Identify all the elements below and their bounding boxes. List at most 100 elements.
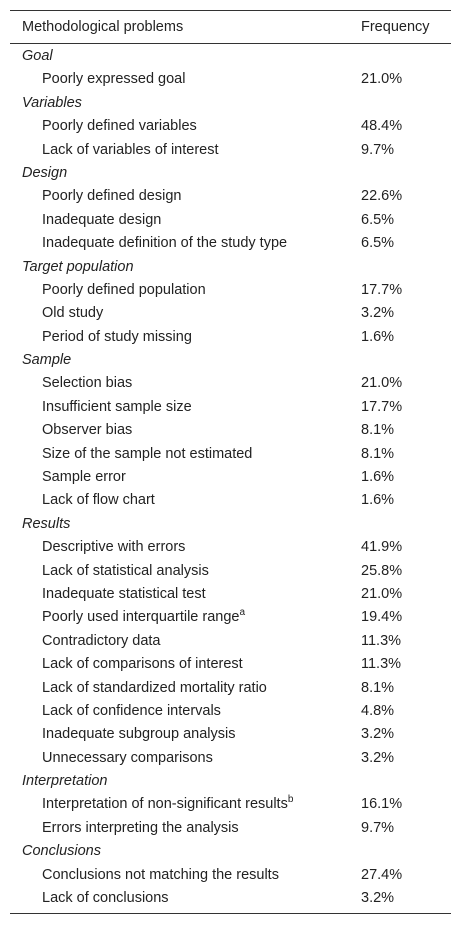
row-label-text: Poorly defined variables	[42, 118, 197, 135]
row-label: Selection bias	[42, 374, 132, 392]
row-label-text: Contradictory data	[42, 632, 161, 649]
frequency: 1.6%	[361, 492, 395, 509]
row-label-text: Inadequate design	[42, 211, 162, 228]
frequency: 8.1%	[361, 679, 395, 696]
frequency: 9.7%	[361, 819, 395, 836]
row-label: Poorly expressed goal	[42, 70, 185, 88]
row-label: Size of the sample not estimated	[42, 445, 252, 463]
row-label: Inadequate statistical test	[42, 585, 206, 603]
header-rule	[10, 43, 451, 44]
row-label-text: Lack of flow chart	[42, 492, 155, 509]
row-label-text: Lack of confidence intervals	[42, 702, 221, 719]
row-label: Lack of variables of interest	[42, 141, 219, 159]
row-label-text: Unnecessary comparisons	[42, 749, 213, 766]
frequency: 19.4%	[361, 609, 403, 626]
row-label: Inadequate definition of the study type	[42, 234, 287, 252]
group-label: Variables	[22, 94, 82, 111]
row-label: Poorly defined population	[42, 281, 206, 299]
frequency: 21.0%	[361, 375, 403, 392]
frequency: 27.4%	[361, 866, 403, 883]
row-label: Observer bias	[42, 421, 132, 439]
frequency: 3.2%	[361, 890, 395, 907]
row-label: Inadequate subgroup analysis	[42, 725, 235, 743]
group-label: Results	[22, 515, 71, 532]
row-label-text: Insufficient sample size	[42, 398, 192, 415]
group-label: Sample	[22, 352, 72, 369]
group-label: Design	[22, 164, 68, 181]
frequency: 17.7%	[361, 398, 403, 415]
footnote-mark: a	[239, 607, 246, 619]
row-label-text: Lack of variables of interest	[42, 141, 219, 158]
frequency: 22.6%	[361, 188, 403, 205]
frequency: 3.2%	[361, 305, 395, 322]
row-label: Errors interpreting the analysis	[42, 819, 239, 837]
row-label-text: Lack of comparisons of interest	[42, 656, 243, 673]
row-label-text: Lack of statistical analysis	[42, 562, 209, 579]
row-label: Old study	[42, 304, 103, 322]
row-label: Lack of conclusions	[42, 889, 169, 907]
row-label-text: Old study	[42, 305, 104, 322]
footnote-mark: b	[287, 794, 294, 806]
frequency: 6.5%	[361, 211, 395, 228]
row-label-text: Selection bias	[42, 375, 133, 392]
top-rule	[10, 10, 451, 11]
frequency: 11.3%	[361, 632, 402, 649]
frequency: 8.1%	[361, 422, 395, 439]
row-label-text: Lack of standardized mortality ratio	[42, 679, 267, 696]
row-label-text: Size of the sample not estimated	[42, 445, 253, 462]
row-label-text: Sample error	[42, 469, 126, 486]
row-label: Sample error	[42, 468, 126, 486]
row-label-text: Period of study missing	[42, 328, 192, 345]
row-label-text: Poorly defined population	[42, 281, 206, 298]
group-label: Conclusions	[22, 843, 101, 860]
frequency: 8.1%	[361, 445, 395, 462]
row-label-text: Observer bias	[42, 422, 133, 439]
frequency: 3.2%	[361, 726, 395, 743]
row-label: Insufficient sample size	[42, 398, 192, 416]
row-label-text: Inadequate statistical test	[42, 585, 206, 602]
row-label-text: Inadequate subgroup analysis	[42, 726, 236, 743]
frequency: 6.5%	[361, 235, 395, 252]
row-label-text: Interpretation of non-significant result…	[42, 796, 288, 813]
row-label: Poorly defined variables	[42, 117, 197, 135]
row-label: Poorly defined design	[42, 187, 181, 205]
row-label: Poorly used interquartile rangea	[42, 608, 245, 626]
frequency: 48.4%	[361, 118, 403, 135]
frequency: 1.6%	[361, 328, 395, 345]
row-label: Period of study missing	[42, 328, 192, 346]
row-label-text: Inadequate definition of the study type	[42, 235, 288, 252]
row-label: Lack of confidence intervals	[42, 702, 221, 720]
row-label-text: Descriptive with errors	[42, 539, 186, 556]
row-label: Interpretation of non-significant result…	[42, 795, 293, 813]
row-label: Descriptive with errors	[42, 538, 185, 556]
row-label-text: Errors interpreting the analysis	[42, 819, 239, 836]
row-label: Conclusions not matching the results	[42, 866, 279, 884]
group-label: Goal	[22, 48, 53, 64]
frequency: 16.1%	[361, 796, 403, 813]
row-label-text: Poorly expressed goal	[42, 71, 186, 88]
frequency: 9.7%	[361, 141, 395, 158]
frequency: 3.2%	[361, 749, 395, 766]
row-label-text: Poorly used interquartile range	[42, 609, 240, 626]
frequency: 21.0%	[361, 585, 403, 602]
frequency: 17.7%	[361, 281, 403, 298]
frequency: 21.0%	[361, 71, 403, 88]
frequency: 25.8%	[361, 562, 403, 579]
row-label: Lack of comparisons of interest	[42, 655, 243, 673]
row-label: Inadequate design	[42, 211, 161, 229]
row-label: Lack of statistical analysis	[42, 562, 209, 580]
column-header: Frequency	[361, 19, 430, 35]
row-label: Lack of flow chart	[42, 491, 155, 509]
row-label-text: Lack of conclusions	[42, 890, 169, 907]
row-label: Contradictory data	[42, 632, 160, 650]
group-label: Interpretation	[22, 773, 108, 790]
frequency: 1.6%	[361, 469, 395, 486]
row-label-text: Conclusions not matching the results	[42, 866, 279, 883]
row-label: Lack of standardized mortality ratio	[42, 679, 267, 697]
frequency: 11.3%	[361, 656, 402, 673]
frequency: 4.8%	[361, 702, 395, 719]
row-label: Unnecessary comparisons	[42, 749, 213, 767]
frequency: 41.9%	[361, 539, 403, 556]
row-label-text: Poorly defined design	[42, 188, 182, 205]
